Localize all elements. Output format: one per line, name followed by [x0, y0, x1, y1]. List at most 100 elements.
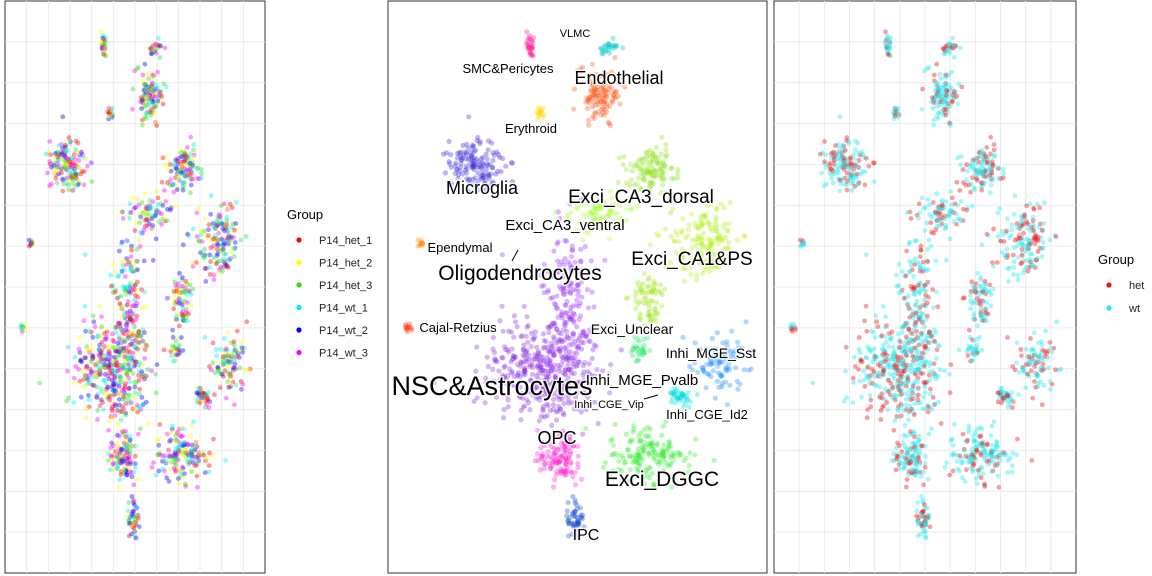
- cell-point: [831, 161, 837, 167]
- cell-point: [141, 258, 147, 264]
- cell-point: [970, 450, 975, 455]
- cell-point: [122, 353, 127, 359]
- cell-point: [922, 390, 928, 395]
- cell-point: [118, 417, 124, 423]
- cell-point: [129, 303, 135, 309]
- cell-point: [116, 334, 122, 340]
- cell-point: [911, 412, 917, 418]
- cell-point: [124, 371, 130, 377]
- cell-point: [520, 346, 527, 353]
- cell-point: [123, 354, 128, 360]
- cell-point: [213, 347, 219, 352]
- cell-point: [982, 484, 988, 489]
- cell-point: [167, 438, 173, 444]
- cluster-label: Inhi_MGE_Pvalb: [586, 372, 699, 389]
- cell-point: [843, 344, 849, 350]
- cell-point: [991, 147, 997, 153]
- cell-point: [228, 249, 234, 255]
- cell-point: [222, 264, 228, 269]
- cell-point: [173, 282, 179, 288]
- cell-point: [967, 293, 973, 298]
- cell-point: [219, 246, 225, 252]
- cell-point: [176, 296, 182, 302]
- cell-point: [121, 345, 127, 351]
- cell-point: [661, 442, 667, 448]
- cell-point: [142, 289, 148, 295]
- cell-point: [585, 305, 592, 311]
- cell-point: [131, 394, 137, 400]
- cell-point: [639, 444, 645, 450]
- cell-point: [183, 281, 189, 287]
- cell-point: [926, 65, 932, 70]
- cell-point: [981, 150, 987, 156]
- cell-point: [127, 317, 133, 322]
- cell-point: [112, 375, 117, 381]
- cell-point: [154, 103, 159, 109]
- cell-point: [124, 310, 130, 316]
- cell-point: [172, 181, 177, 187]
- cell-point: [875, 324, 881, 330]
- cell-point: [82, 303, 88, 309]
- cell-point: [641, 342, 647, 348]
- cell-point: [962, 447, 967, 453]
- cell-point: [978, 313, 984, 319]
- cell-point: [913, 447, 919, 453]
- cell-point: [169, 353, 174, 358]
- cell-point: [118, 326, 124, 332]
- cell-point: [970, 467, 976, 473]
- cell-point: [227, 257, 232, 263]
- cell-point: [909, 458, 914, 464]
- cell-point: [177, 270, 182, 276]
- cell-point: [155, 202, 161, 208]
- cell-point: [127, 291, 133, 296]
- cell-point: [141, 94, 147, 100]
- cell-point: [123, 327, 129, 333]
- cell-point: [1022, 212, 1027, 218]
- cell-point: [899, 391, 905, 397]
- cell-point: [940, 99, 946, 104]
- cell-point: [842, 147, 848, 153]
- cell-point: [208, 245, 214, 251]
- cell-point: [150, 88, 156, 93]
- cell-point: [73, 147, 79, 153]
- cell-point: [964, 177, 970, 183]
- cell-point: [96, 395, 102, 401]
- legend-label: P14_het_1: [319, 235, 372, 247]
- panel-sample-umap: [4, 0, 266, 574]
- cell-point: [122, 396, 128, 402]
- cell-point: [919, 474, 924, 480]
- cell-point: [126, 367, 132, 373]
- cell-point: [999, 228, 1005, 234]
- cell-point: [922, 68, 927, 74]
- cell-point: [725, 361, 732, 367]
- cluster-label: VLMC: [560, 28, 591, 40]
- cell-point: [77, 378, 83, 384]
- cell-point: [553, 417, 560, 423]
- cluster-label: SMC&Pericytes: [462, 61, 554, 76]
- cell-point: [607, 390, 613, 396]
- cell-point: [231, 339, 237, 345]
- cell-point: [125, 460, 130, 465]
- cell-point: [922, 406, 928, 412]
- cell-point: [91, 383, 97, 388]
- cell-point: [91, 319, 97, 325]
- cell-point: [76, 150, 82, 156]
- cell-point: [199, 175, 204, 181]
- cell-point: [217, 214, 223, 220]
- cell-point: [629, 353, 636, 359]
- cell-point: [116, 380, 121, 386]
- legend1-title: Group: [287, 207, 323, 222]
- cell-point: [194, 166, 200, 171]
- cell-point: [224, 218, 230, 223]
- cell-point: [110, 283, 116, 288]
- cell-point: [1040, 240, 1046, 245]
- cell-point: [534, 354, 540, 360]
- cell-point: [919, 318, 925, 323]
- cell-point: [570, 303, 576, 309]
- cell-point: [986, 458, 992, 463]
- cell-point: [136, 377, 142, 383]
- cell-point: [693, 224, 699, 230]
- cell-point: [139, 305, 145, 311]
- cell-point: [1010, 463, 1015, 468]
- cell-point: [170, 182, 175, 188]
